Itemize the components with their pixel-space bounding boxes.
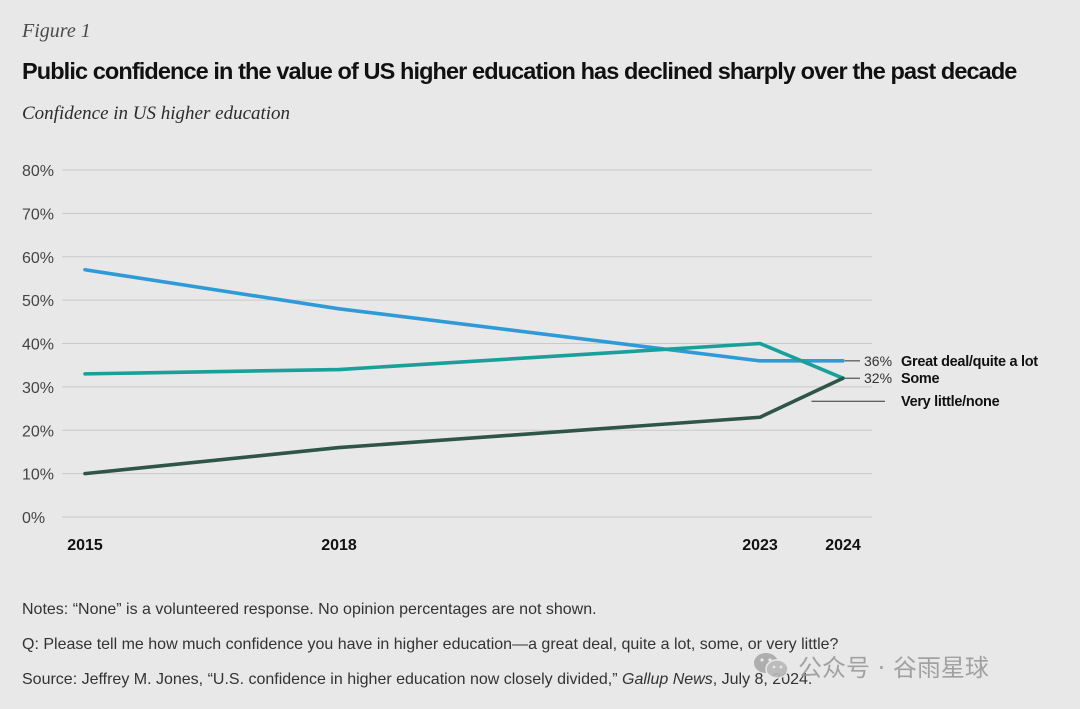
question-line: Q: Please tell me how much confidence yo… (22, 636, 839, 653)
y-tick-label: 0% (22, 510, 45, 527)
watermark-text: 公众号 · 谷雨星球 (798, 654, 989, 682)
y-tick-label: 50% (22, 293, 54, 310)
figure-label: Figure 1 (22, 20, 91, 42)
chart-title: Public confidence in the value of US hig… (22, 58, 1017, 84)
x-tick-label: 2023 (742, 537, 778, 554)
x-tick-label: 2015 (67, 537, 103, 554)
y-tick-label: 70% (22, 206, 54, 223)
source-suffix: , July 8, 2024. (712, 671, 813, 688)
x-tick-label: 2024 (825, 537, 861, 554)
chart-subtitle: Confidence in US higher education (22, 103, 291, 124)
series-line (83, 341, 845, 380)
wechat-icon (754, 652, 789, 679)
x-tick-label: 2018 (321, 537, 357, 554)
y-tick-label: 40% (22, 337, 54, 354)
y-tick-label: 10% (22, 467, 54, 484)
y-tick-label: 30% (22, 380, 54, 397)
data-label: 36% (864, 353, 892, 369)
source-publication: Gallup News (622, 671, 713, 688)
series-line (83, 376, 845, 476)
series-label: Great deal/quite a lot (901, 354, 1038, 370)
notes-line: Notes: “None” is a volunteered response.… (22, 601, 597, 618)
y-tick-label: 60% (22, 250, 54, 267)
source-line: Source: Jeffrey M. Jones, “U.S. confiden… (22, 671, 1062, 689)
series-label: Some (901, 371, 940, 387)
series-label: Very little/none (901, 394, 1000, 410)
y-tick-label: 80% (22, 163, 54, 180)
watermark: 公众号 · 谷雨星球 (752, 648, 989, 683)
y-tick-label: 20% (22, 423, 54, 440)
line-chart: 0% 10% 20% 30% 40% 50% 60% 70% 80% 2015 2018 2023 20… (22, 163, 1039, 554)
source-prefix: Source: Jeffrey M. Jones, “U.S. confiden… (22, 671, 623, 688)
data-label: 32% (864, 370, 892, 386)
